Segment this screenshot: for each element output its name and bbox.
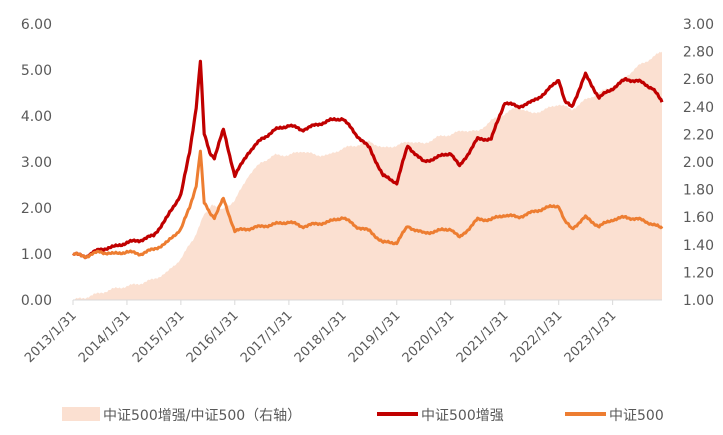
right-tick-label: 1.40 — [683, 238, 714, 254]
right-tick-label: 1.20 — [683, 265, 714, 281]
x-tick-label: 2015/1/31 — [130, 308, 188, 366]
legend-label-ratio: 中证500增强/中证500（右轴） — [103, 408, 301, 424]
legend-swatch-ratio — [62, 407, 100, 421]
series-line-index — [72, 149, 664, 260]
left-tick-label: 1.00 — [21, 247, 52, 263]
x-tick-label: 2020/1/31 — [400, 308, 458, 366]
x-tick-label: 2021/1/31 — [454, 308, 512, 366]
right-tick-label: 1.80 — [683, 183, 714, 199]
left-axis-ticks: 0.00 1.00 2.00 3.00 4.00 5.00 6.00 — [21, 17, 52, 309]
right-tick-label: 2.80 — [683, 45, 714, 61]
lines-layer — [72, 59, 664, 260]
x-tick-marks — [72, 300, 614, 305]
right-tick-label: 1.00 — [683, 293, 714, 309]
x-tick-label: 2014/1/31 — [76, 308, 134, 366]
ratio-area-layer — [73, 51, 662, 300]
series-line-enhanced — [72, 59, 664, 260]
right-axis-ticks: 1.00 1.20 1.40 1.60 1.80 2.00 2.20 2.40 2.60 2.80… — [683, 17, 714, 309]
right-tick-label: 2.20 — [683, 127, 714, 143]
legend-label-enhanced: 中证500增强 — [421, 408, 504, 424]
left-tick-label: 0.00 — [21, 293, 52, 309]
x-tick-label: 2013/1/31 — [22, 308, 80, 366]
series-area-ratio — [73, 51, 662, 300]
x-tick-label: 2016/1/31 — [184, 308, 242, 366]
right-tick-label: 2.60 — [683, 72, 714, 88]
right-tick-label: 3.00 — [683, 17, 714, 33]
left-tick-label: 2.00 — [21, 201, 52, 217]
right-tick-label: 2.40 — [683, 100, 714, 116]
right-tick-label: 1.60 — [683, 210, 714, 226]
left-tick-label: 3.00 — [21, 155, 52, 171]
left-tick-label: 6.00 — [21, 17, 52, 33]
left-tick-label: 4.00 — [21, 109, 52, 125]
x-tick-label: 2018/1/31 — [292, 308, 350, 366]
legend-label-index: 中证500 — [609, 408, 664, 424]
x-axis-labels: 2013/1/312014/1/312015/1/312016/1/312017… — [22, 308, 619, 366]
x-tick-label: 2022/1/31 — [508, 308, 566, 366]
x-tick-label: 2017/1/31 — [238, 308, 296, 366]
x-tick-label: 2019/1/31 — [346, 308, 404, 366]
left-tick-label: 5.00 — [21, 63, 52, 79]
x-tick-label: 2023/1/31 — [562, 308, 620, 366]
right-tick-label: 2.00 — [683, 155, 714, 171]
legend: 中证500增强/中证500（右轴） 中证500增强 中证500 — [62, 407, 664, 424]
